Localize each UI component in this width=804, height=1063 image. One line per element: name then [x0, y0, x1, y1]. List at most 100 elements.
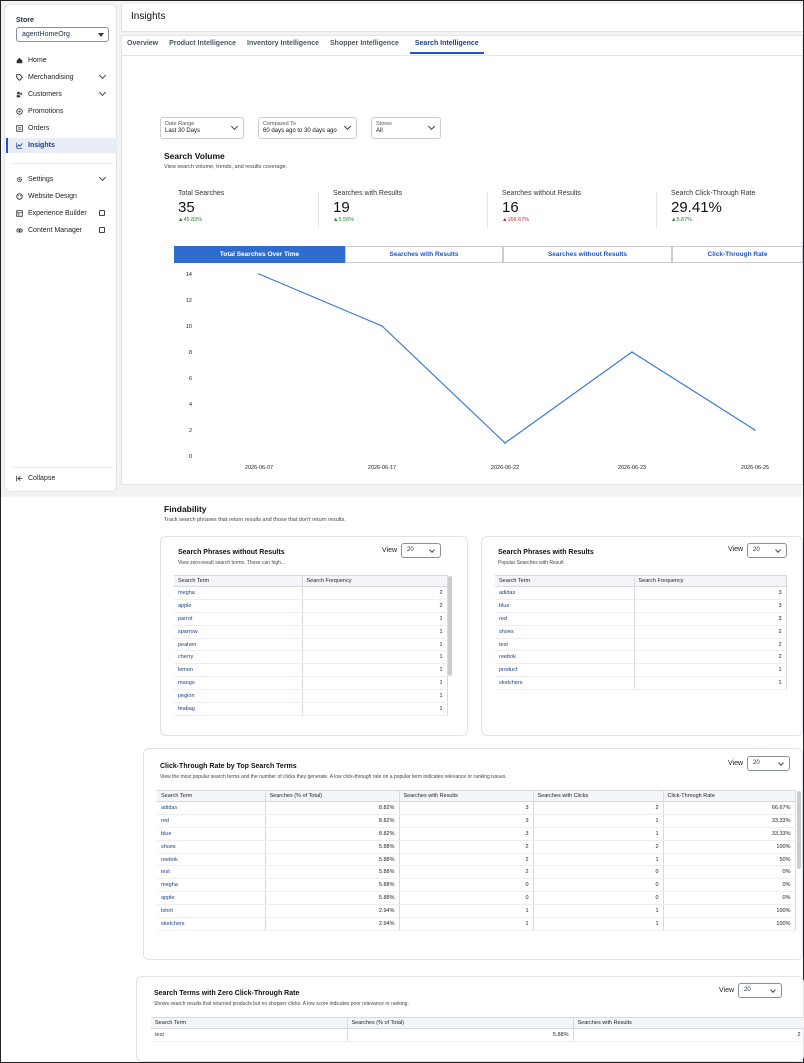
metric-divider — [487, 192, 488, 228]
y-tick-label: 8 — [189, 350, 192, 356]
column-header[interactable]: Search Term — [151, 1017, 348, 1029]
view-count-select[interactable]: 20 — [738, 983, 782, 998]
table-cell: 5.88% — [265, 840, 400, 854]
tab-product-intelligence[interactable]: Product Intelligence — [169, 40, 237, 47]
tab-inventory-intelligence[interactable]: Inventory Intelligence — [247, 40, 320, 47]
column-header[interactable]: Search Term — [495, 575, 635, 587]
table-scrollbar[interactable] — [797, 791, 801, 869]
view-count-select[interactable]: 20 — [747, 756, 790, 771]
column-header[interactable]: Searches with Clicks — [533, 790, 664, 802]
table-cell: shoes — [495, 625, 635, 639]
insights-tabs: Overview Product Intelligence Inventory … — [127, 38, 495, 54]
sidebar-item-settings[interactable]: Settings — [6, 172, 117, 187]
table-cell: 66.67% — [663, 801, 796, 815]
table-cell: 50% — [663, 853, 796, 867]
chart-tab-click-through-rate[interactable]: Click-Through Rate — [672, 246, 803, 263]
tab-shopper-intelligence[interactable]: Shopper Intelligence — [330, 40, 399, 47]
sidebar-item-customers[interactable]: Customers — [6, 87, 117, 102]
external-link-icon[interactable] — [99, 210, 105, 216]
column-header[interactable]: Searches with Results — [573, 1017, 804, 1029]
view-count-select[interactable]: 20 — [747, 543, 787, 558]
table-row: blue 3 — [495, 599, 787, 613]
table-cell: 1 — [533, 904, 664, 919]
table-cell: red — [495, 612, 635, 626]
table-cell: 8.82% — [265, 801, 400, 815]
table-cell: 1 — [302, 625, 448, 639]
sidebar-item-website-design[interactable]: Website Design — [6, 189, 117, 204]
column-header[interactable]: Searches (% of Total) — [265, 790, 400, 802]
data-point[interactable] — [504, 442, 506, 444]
chart-tab-searches-with-results[interactable]: Searches with Results — [345, 246, 503, 263]
data-point[interactable] — [631, 351, 633, 353]
table-cell: 5.88% — [265, 878, 400, 893]
column-header[interactable]: Search Frequency — [302, 575, 448, 587]
data-point[interactable] — [258, 273, 260, 275]
metric-label: Searches with Results — [333, 190, 403, 197]
sidebar-item-label: Orders — [28, 125, 50, 132]
data-point[interactable] — [381, 325, 383, 327]
table-cell: 5.88% — [265, 865, 400, 880]
x-tick-label: 2026-06-23 — [618, 465, 646, 471]
table-cell: 2 — [634, 638, 787, 652]
store-select[interactable]: agentHomeOrg — [16, 27, 109, 42]
chart-tab-searches-without-results[interactable]: Searches without Results — [503, 246, 672, 263]
table-cell: 1 — [302, 689, 448, 704]
chevron-down-icon — [778, 760, 784, 766]
sidebar-item-content-manager[interactable]: Content Manager — [6, 223, 117, 238]
collapse-button[interactable]: Collapse — [6, 471, 117, 486]
table-cell: 2.94% — [265, 917, 400, 931]
column-header[interactable]: Searches (% of Total) — [347, 1017, 574, 1029]
column-header[interactable]: Search Term — [174, 575, 303, 587]
sidebar-item-insights[interactable]: Insights — [6, 138, 117, 153]
chart-tab-total-searches[interactable]: Total Searches Over Time — [174, 246, 345, 263]
table-cell: 0 — [533, 878, 664, 893]
zero-ctr-card: Search Terms with Zero Click-Through Rat… — [136, 976, 804, 1062]
table-cell: 1 — [302, 702, 448, 716]
metric-total-searches: Total Searches 35 ▲45.83% — [178, 190, 328, 230]
chevron-down-icon — [775, 547, 781, 553]
table-cell: adidas — [495, 586, 635, 600]
table-cell: 3 — [399, 801, 534, 815]
tab-search-intelligence[interactable]: Search Intelligence — [409, 38, 484, 54]
collapse-icon — [16, 475, 23, 482]
sidebar-item-merchandising[interactable]: Merchandising — [6, 70, 117, 85]
tab-overview[interactable]: Overview — [127, 40, 159, 47]
table-cell: 1 — [533, 814, 664, 828]
table-row: sketchers 2.94% 1 1 100% — [157, 917, 796, 931]
data-point[interactable] — [754, 429, 756, 431]
chevron-down-icon[interactable] — [98, 71, 107, 80]
date-range-filter[interactable]: Date Range Last 30 Days — [160, 117, 244, 139]
compared-to-filter[interactable]: Compared To 60 days ago to 30 days ago — [258, 117, 357, 139]
phrases-with-results-table: Search Term Search Frequency adidas 3 blue 3 r… — [495, 575, 787, 691]
table-row: apple 2 — [174, 599, 448, 613]
table-cell: 1 — [302, 650, 448, 665]
sidebar-item-promotions[interactable]: Promotions — [6, 104, 117, 119]
sidebar-item-home[interactable]: Home — [6, 53, 117, 68]
metric-divider — [656, 192, 657, 228]
page-header: Insights — [121, 4, 803, 32]
column-header[interactable]: Click-Through Rate — [663, 790, 796, 802]
table-cell: parrot — [174, 612, 303, 626]
column-header[interactable]: Search Frequency — [634, 575, 787, 587]
metric-change: ▲45.83% — [178, 217, 203, 223]
sidebar-item-experience-builder[interactable]: Experience Builder — [6, 206, 117, 221]
table-cell: 0% — [663, 891, 796, 906]
chart-icon — [16, 142, 23, 149]
stores-filter[interactable]: Stores All — [371, 117, 441, 139]
sidebar-item-orders[interactable]: Orders — [6, 121, 117, 136]
column-header[interactable]: Searches with Results — [399, 790, 534, 802]
table-cell: 2 — [302, 599, 448, 613]
table-scrollbar[interactable] — [448, 576, 452, 676]
table-cell: 0 — [399, 878, 534, 893]
phrases-with-results-card: Search Phrases with Results Popular Sear… — [481, 536, 803, 736]
table-cell: cherry — [174, 650, 303, 665]
view-label: View — [728, 546, 744, 553]
chevron-down-icon[interactable] — [98, 88, 107, 97]
column-header[interactable]: Search Term — [157, 790, 266, 802]
external-link-icon[interactable] — [99, 227, 105, 233]
tabs-divider — [121, 55, 803, 56]
table-cell: 33.33% — [663, 827, 796, 841]
chevron-down-icon[interactable] — [98, 173, 107, 182]
view-count-select[interactable]: 20 — [401, 543, 441, 558]
table-cell: test — [157, 865, 266, 880]
